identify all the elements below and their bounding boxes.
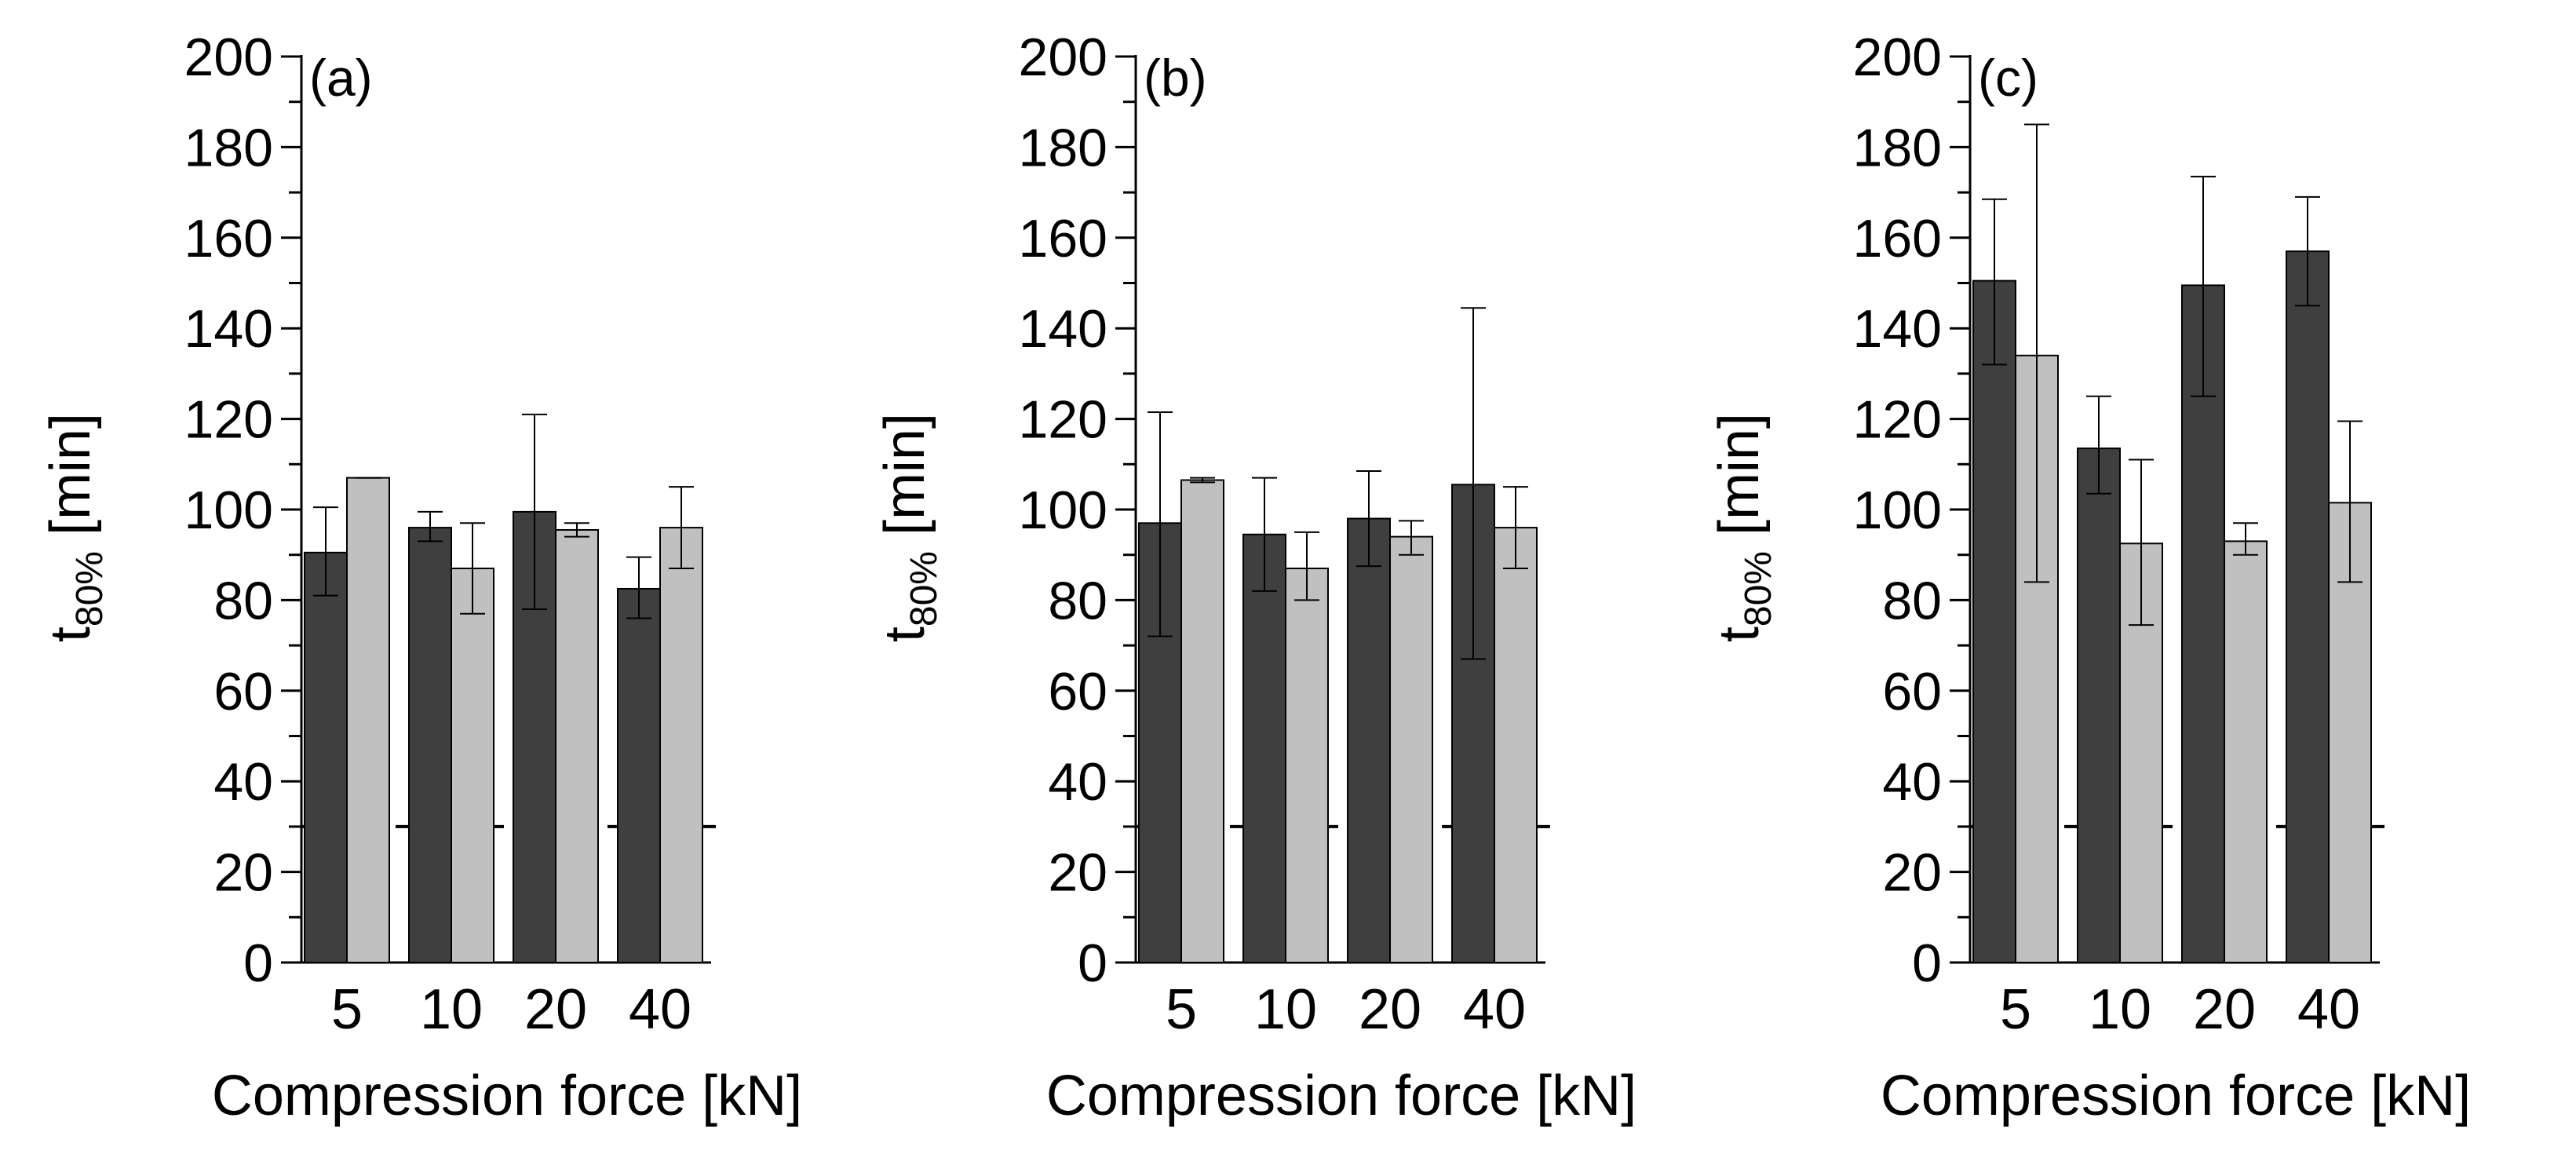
bar-dark [2077,447,2121,963]
x-tick-label: 5 [1166,978,1197,1041]
y-tick-label: 200 [1853,27,1942,87]
y-tick-label: 0 [1078,933,1107,993]
bar-dark [304,551,348,963]
x-axis-title: Compression force [kN] [1046,1065,1636,1127]
bar-light [659,527,703,963]
panel-label: (c) [1978,49,2038,107]
bar-light [1389,535,1433,963]
y-tick-label: 120 [1853,390,1942,450]
y-title-main: t [39,626,102,642]
y-tick-label: 160 [184,209,273,268]
bar-light [1494,527,1538,963]
y-tick-label: 140 [1019,299,1107,359]
x-tick-label: 40 [629,978,691,1041]
bar-dark [1972,279,2016,963]
x-tick-label: 10 [1254,978,1317,1041]
x-tick-label: 20 [2193,978,2256,1041]
y-tick-label: 200 [184,27,273,87]
y-tick-label: 140 [1853,299,1942,359]
y-axis-title: t80% [min] [39,413,111,642]
bar-dark [1347,517,1391,963]
y-tick-label: 60 [1048,662,1107,721]
bar-light [555,528,599,963]
x-tick-label: 20 [524,978,587,1041]
y-title-subscript: 80% [903,551,945,626]
y-tick-label: 120 [1019,390,1107,450]
bar-light [2224,540,2268,963]
bar-dark [2181,284,2225,963]
y-title-main: t [1708,626,1771,642]
y-title-subscript: 80% [1738,551,1779,626]
x-axis-title: Compression force [kN] [1881,1065,2471,1127]
bar-light [1180,479,1224,963]
y-tick-label: 40 [1048,752,1107,812]
x-tick-label: 10 [2089,978,2151,1041]
panel-label: (a) [309,49,373,107]
y-title-unit: [min] [1708,413,1771,551]
y-tick-label: 60 [1882,662,1942,721]
x-tick-label: 20 [1359,978,1421,1041]
y-tick-label: 160 [1853,209,1942,268]
chart-panel-b: 0 20 40 60 80 100 120 140 160 180 200 5 10 20 40 (b) Com… [874,27,1636,1127]
y-tick-label: 40 [1882,752,1942,812]
bar-dark [617,587,661,963]
y-tick-label: 80 [213,571,273,630]
y-tick-label: 80 [1048,571,1107,630]
y-title-subscript: 80% [69,551,111,626]
x-axis-title: Compression force [kN] [212,1065,802,1127]
x-tick-label: 40 [1463,978,1526,1041]
bar-light [451,568,494,963]
y-tick-label: 60 [213,662,273,721]
x-tick-label: 5 [331,978,363,1041]
y-tick-label: 180 [1019,118,1107,177]
y-tick-label: 0 [1912,933,1942,993]
bar-dark [1242,533,1286,963]
y-tick-label: 180 [184,118,273,177]
y-title-unit: [min] [874,413,936,551]
y-tick-label: 120 [184,390,273,450]
bar-dark [408,527,452,963]
y-axis-title: t80% [min] [1708,413,1779,642]
y-tick-label: 0 [243,933,273,993]
y-tick-label: 160 [1019,209,1107,268]
y-axis-title: t80% [min] [874,413,945,642]
chart-panel-a: 0 20 40 60 80 100 120 140 160 180 200 5 10 20 40 (a) Com… [39,27,802,1127]
y-tick-label: 100 [1853,480,1942,540]
chart-panel-c: 0 20 40 60 80 100 120 140 160 180 200 5 10 20 40 (c) Com… [1708,27,2471,1127]
y-tick-label: 20 [1882,843,1942,903]
y-title-unit: [min] [39,413,102,551]
y-tick-label: 40 [213,752,273,812]
x-tick-label: 40 [2297,978,2360,1041]
y-tick-label: 100 [184,480,273,540]
y-tick-label: 200 [1019,27,1107,87]
y-tick-label: 180 [1853,118,1942,177]
y-tick-label: 80 [1882,571,1942,630]
bar-light [346,477,390,963]
bar-light [1285,568,1329,963]
x-tick-label: 5 [2000,978,2031,1041]
panel-label: (b) [1144,49,1207,107]
y-tick-label: 100 [1019,480,1107,540]
y-tick-label: 20 [213,843,273,903]
y-title-main: t [874,626,936,642]
y-tick-label: 20 [1048,843,1107,903]
y-tick-label: 140 [184,299,273,359]
bar-dark [2286,250,2330,963]
x-tick-label: 10 [420,978,483,1041]
